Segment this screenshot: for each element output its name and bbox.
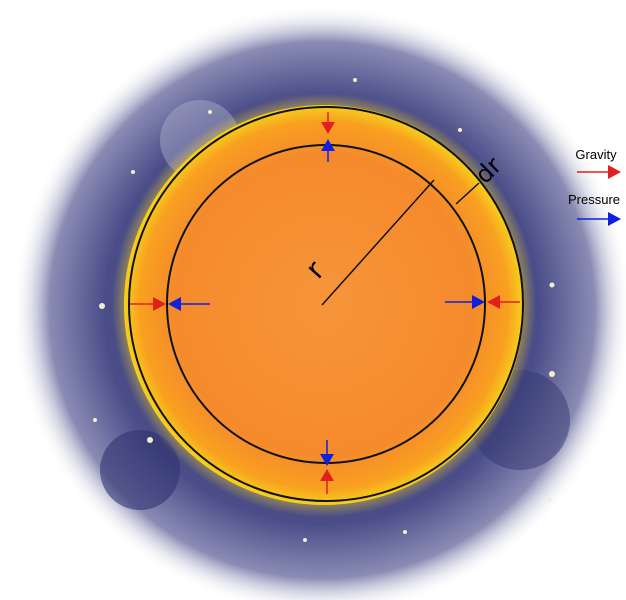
legend-label: Pressure <box>568 192 620 207</box>
outer-shell <box>128 106 524 502</box>
force-arrows <box>130 112 520 494</box>
radius-line <box>321 179 435 306</box>
shell-line <box>455 182 480 205</box>
legend-arrowhead <box>608 212 621 226</box>
star <box>124 105 524 505</box>
legend-arrowhead <box>608 165 621 179</box>
legend-label: Gravity <box>575 147 617 162</box>
stars <box>93 78 555 542</box>
legend: Gravity Pressure <box>568 147 621 226</box>
